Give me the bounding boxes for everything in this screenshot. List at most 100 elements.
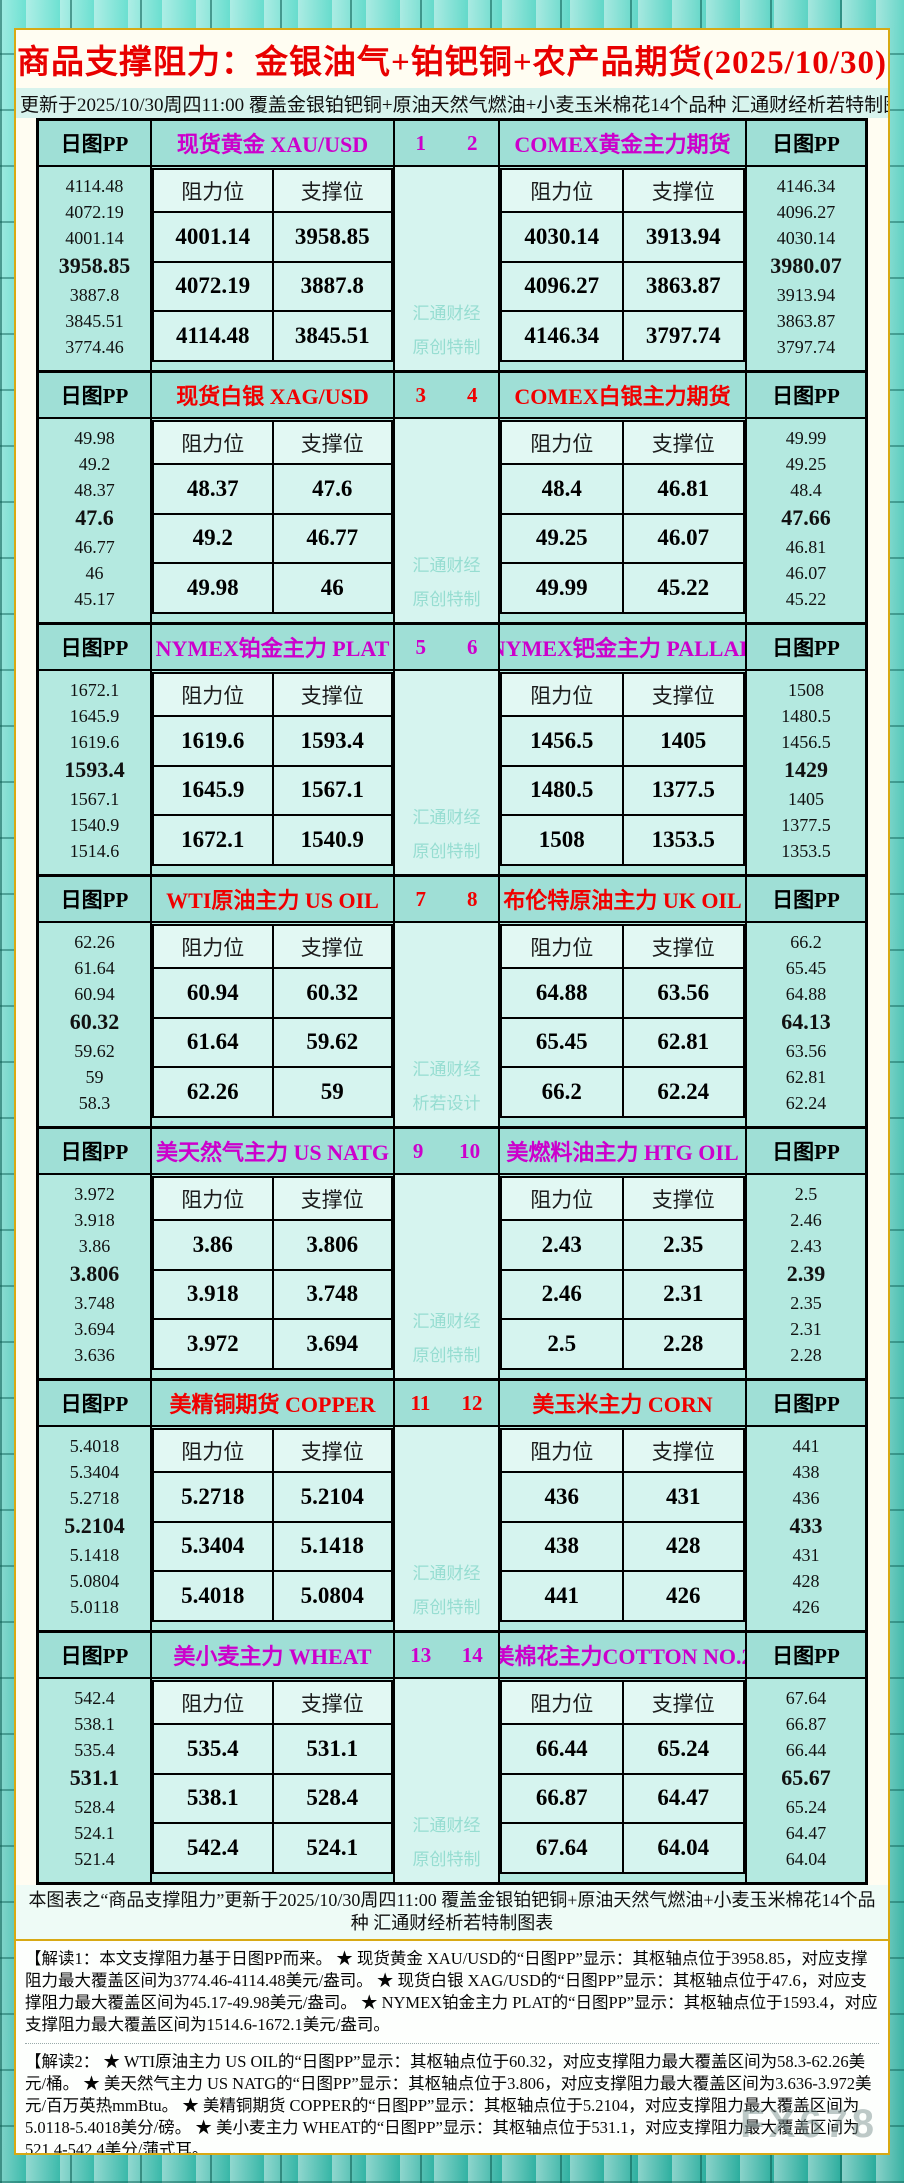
resistance-value: 48.37 (152, 463, 274, 515)
pp-value: 62.24 (785, 1092, 827, 1113)
support-header: 支撑位 (271, 168, 393, 213)
support-value: 2.31 (621, 1268, 745, 1321)
right-panel-title: NYMEX钯金主力 PALLAD (500, 625, 747, 671)
watermark-line-1: 汇通财经 (412, 1060, 481, 1079)
pp-header-left: 日图PP (39, 121, 152, 167)
pp-pivot-value: 3958.85 (58, 253, 131, 279)
watermark-line-2: 原创特制 (412, 1850, 481, 1869)
right-support-resistance-table: 阻力位 支撑位 436 431 438 428 441 426 (500, 1428, 745, 1622)
pp-value: 60.94 (74, 984, 115, 1005)
pp-value: 49.25 (785, 454, 827, 475)
resistance-value: 441 (500, 1570, 624, 1622)
resistance-value: 5.3404 (152, 1520, 274, 1573)
pp-pivot-value: 1429 (784, 757, 828, 783)
left-panel-title: 美天然气主力 US NATG (152, 1129, 395, 1175)
pp-pivot-value: 531.1 (69, 1765, 120, 1791)
pp-value: 45.17 (74, 588, 115, 609)
support-header: 支撑位 (621, 420, 745, 465)
support-value: 3.748 (271, 1268, 393, 1321)
pp-value: 59.62 (74, 1040, 115, 1061)
resistance-value: 1508 (500, 814, 624, 866)
resistance-value: 2.46 (500, 1268, 624, 1321)
row-index-right: 6 (467, 634, 478, 659)
resistance-value: 3.918 (152, 1268, 274, 1321)
update-line: 更新于2025/10/30周四11:00 覆盖金银铂钯铜+原油天然气燃油+小麦玉… (16, 88, 888, 118)
resistance-value: 49.99 (500, 562, 624, 614)
pp-value: 441 (792, 1436, 820, 1457)
support-value: 5.2104 (271, 1471, 393, 1523)
row-index-right: 12 (461, 1390, 483, 1415)
site-watermark: 汇通财经 原创特制 (395, 1307, 498, 1366)
pp-value: 2.43 (790, 1236, 822, 1257)
pp-value: 3.918 (74, 1210, 115, 1231)
support-value: 3863.87 (621, 260, 745, 313)
right-panel-title: 美玉米主力 CORN (500, 1381, 747, 1427)
right-panel-body: 阻力位 支撑位 2.43 2.35 2.46 2.31 2.5 2.28 (500, 1175, 747, 1378)
pp-value: 67.64 (785, 1688, 827, 1709)
pp-value: 3.86 (78, 1236, 111, 1257)
resistance-value: 1645.9 (152, 764, 274, 817)
pp-values-left: 5.4018 5.3404 5.2718 5.2104 5.1418 5.080… (39, 1427, 152, 1630)
pp-header-right: 日图PP (747, 1381, 865, 1427)
pp-value: 538.1 (74, 1714, 115, 1735)
pp-value: 4072.19 (65, 202, 124, 223)
row-index-pair: 3 4 (395, 373, 500, 419)
support-value: 1353.5 (621, 814, 745, 866)
row-index-pair: 1 2 (395, 121, 500, 167)
row-index-pair: 7 8 (395, 877, 500, 923)
support-value: 46.81 (621, 463, 745, 515)
support-value: 45.22 (621, 562, 745, 614)
pp-value: 3797.74 (776, 336, 836, 357)
resistance-value: 62.26 (152, 1066, 274, 1118)
watermark-line-2: 析若设计 (412, 1094, 481, 1113)
resistance-value: 1456.5 (500, 715, 624, 767)
resistance-value: 4114.48 (152, 310, 274, 362)
pp-value: 49.98 (74, 428, 115, 449)
pp-header-left: 日图PP (39, 373, 152, 419)
row-index-left: 1 (415, 130, 427, 155)
support-header: 支撑位 (271, 924, 393, 969)
left-support-resistance-table: 阻力位 支撑位 1619.6 1593.4 1645.9 1567.1 1672… (152, 672, 393, 866)
pp-value: 66.44 (785, 1740, 827, 1761)
middle-watermark-cell: 汇通财经 析若设计 (395, 923, 500, 1126)
support-value: 59 (271, 1066, 393, 1118)
row-index-right: 8 (467, 886, 478, 911)
row-index-pair: 9 10 (395, 1129, 500, 1175)
support-header: 支撑位 (271, 420, 393, 465)
pp-value: 65.45 (785, 958, 827, 979)
resistance-value: 542.4 (152, 1822, 274, 1874)
support-value: 1377.5 (621, 764, 745, 817)
resistance-value: 3.972 (152, 1318, 274, 1370)
pp-value: 1405 (788, 788, 824, 809)
note-1: 【解读1：本文支撑阻力基于日图PP而来。 ★ 现货黄金 XAU/USD的“日图P… (25, 1949, 878, 2034)
row-index-left: 5 (415, 634, 427, 659)
pp-value: 5.0118 (70, 1596, 119, 1617)
right-panel-title: COMEX白银主力期货 (500, 373, 747, 419)
support-value: 59.62 (271, 1016, 393, 1069)
resistance-header: 阻力位 (500, 1428, 624, 1473)
left-support-resistance-table: 阻力位 支撑位 48.37 47.6 49.2 46.77 49.98 46 (152, 420, 393, 614)
support-value: 3845.51 (271, 310, 393, 362)
pp-pivot-value: 433 (789, 1513, 823, 1539)
left-panel-body: 阻力位 支撑位 5.2718 5.2104 5.3404 5.1418 5.40… (152, 1427, 395, 1630)
pp-value: 1353.5 (781, 840, 831, 861)
commodity-row: 日图PP WTI原油主力 US OIL 7 8 布伦特原油主力 UK OIL 日… (39, 874, 865, 1126)
pp-value: 431 (792, 1544, 820, 1565)
pp-value: 63.56 (785, 1040, 827, 1061)
pp-value: 542.4 (74, 1688, 115, 1709)
note-2: 【解读2： ★ WTI原油主力 US OIL的“日图PP”显示：其枢轴点位于60… (25, 2042, 879, 2153)
left-panel-title: 现货白银 XAG/USD (152, 373, 395, 419)
pp-value: 46.07 (785, 562, 827, 583)
left-panel-title: 美小麦主力 WHEAT (152, 1633, 395, 1679)
row-index-right: 2 (467, 130, 478, 155)
commodity-row: 日图PP 美天然气主力 US NATG 9 10 美燃料油主力 HTG OIL … (39, 1126, 865, 1378)
resistance-value: 66.87 (500, 1772, 624, 1825)
pp-values-left: 3.972 3.918 3.86 3.806 3.748 3.694 3.636 (39, 1175, 152, 1378)
support-value: 1540.9 (271, 814, 393, 866)
resistance-value: 5.2718 (152, 1471, 274, 1523)
resistance-value: 61.64 (152, 1016, 274, 1069)
support-header: 支撑位 (621, 1176, 745, 1221)
pp-value: 1456.5 (781, 732, 831, 753)
pp-value: 46 (85, 562, 104, 583)
